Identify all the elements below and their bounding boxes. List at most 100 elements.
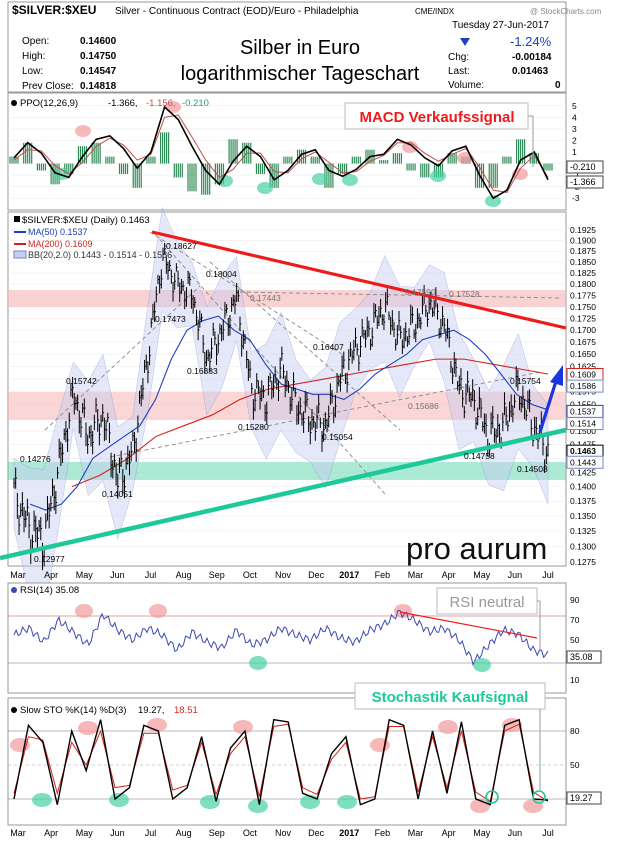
macd-annotation: MACD Verkaufssignal bbox=[359, 109, 514, 126]
price-label: 0.17443 bbox=[250, 293, 281, 303]
last-value: 0.01463 bbox=[512, 66, 549, 77]
sto-legend-name: Slow STO %K(14) %D(3) bbox=[20, 705, 126, 716]
price-label: 0.17473 bbox=[155, 314, 186, 324]
chart-title-line1: Silber in Euro bbox=[240, 37, 360, 59]
ma200-line bbox=[71, 358, 549, 488]
price-tick-label: 0.1825 bbox=[570, 268, 596, 278]
ppo-highlight-marker bbox=[312, 173, 328, 185]
rsi-line bbox=[13, 610, 549, 667]
x-tick-label: Jul bbox=[145, 828, 157, 838]
x-tick-label: Jul bbox=[145, 570, 157, 580]
symbol: $SILVER:$XEU bbox=[12, 3, 96, 17]
price-tick-label: 0.1550 bbox=[570, 400, 596, 410]
price-tick-label: 0.1800 bbox=[570, 279, 596, 289]
x-tick-label: May bbox=[473, 828, 491, 838]
sto-d-line bbox=[13, 723, 549, 803]
rsi-annotation: RSI neutral bbox=[449, 594, 524, 611]
ma50-legend: MA(50) 0.1537 bbox=[28, 227, 88, 237]
ppo-highlight-marker bbox=[402, 141, 418, 153]
volume-label: Volume: bbox=[448, 80, 484, 91]
x-tick-label: Jul bbox=[542, 828, 554, 838]
price-label: 0.14051 bbox=[102, 489, 133, 499]
x-tick-label: Feb bbox=[375, 570, 391, 580]
ppo-legend-v1: -1.366, bbox=[108, 98, 138, 109]
price-tag-text: 0.1443 bbox=[570, 457, 596, 467]
ppo-legend-dot bbox=[11, 100, 17, 106]
sto-buy-circle-1 bbox=[485, 790, 499, 804]
low-value: 0.14547 bbox=[80, 66, 117, 77]
price-tag bbox=[566, 379, 604, 393]
price-label: 0.14276 bbox=[20, 454, 51, 464]
rsi-highlight-marker bbox=[149, 604, 167, 618]
sto-k-line bbox=[13, 718, 549, 806]
price-label: 0.17528 bbox=[449, 289, 480, 299]
ppo-tag-1 bbox=[566, 160, 604, 174]
price-label: 0.16407 bbox=[313, 342, 344, 352]
red-trendline bbox=[151, 230, 567, 330]
ppo-highlight-marker bbox=[257, 182, 273, 194]
bb-legend: BB(20,2.0) 0.1443 - 0.1514 - 0.1586 bbox=[28, 250, 172, 260]
chg-value: -0.00184 bbox=[512, 52, 552, 63]
blue-arrow-icon bbox=[550, 365, 563, 386]
x-tick-label: Apr bbox=[442, 828, 456, 838]
bollinger-band-area bbox=[13, 206, 549, 619]
ppo-tick-label: 2 bbox=[572, 135, 577, 145]
price-tag-text: 0.1537 bbox=[570, 406, 596, 416]
rsi-tick-label: 70 bbox=[570, 615, 580, 625]
price-label: 0.15742 bbox=[66, 376, 97, 386]
price-panel: 0.19250.19000.18750.18500.18250.18000.17… bbox=[0, 206, 604, 619]
x-tick-label: 2017 bbox=[339, 570, 359, 580]
ppo-tick-label: -1 bbox=[572, 170, 580, 180]
sto-legend-dot bbox=[11, 707, 17, 713]
sto-tag-text: 19.27 bbox=[570, 793, 593, 803]
ppo-tag-2 bbox=[566, 175, 604, 189]
sto-annotation: Stochastik Kaufsignal bbox=[372, 689, 529, 706]
sto-tag bbox=[566, 791, 602, 805]
price-label: 0.18004 bbox=[206, 269, 237, 279]
volume-value: 0 bbox=[555, 80, 561, 91]
price-tag bbox=[566, 455, 604, 469]
support-zone bbox=[8, 462, 566, 480]
x-tick-label: Jul bbox=[542, 570, 554, 580]
ppo-highlight-marker bbox=[75, 125, 91, 137]
green-trendline bbox=[0, 427, 567, 561]
price-tick-label: 0.1375 bbox=[570, 496, 596, 506]
price-tick-label: 0.1725 bbox=[570, 313, 596, 323]
ppo-panel: 543210-1-2-3 PPO(12,26,9) -1.366, -1.156… bbox=[7, 92, 604, 211]
x-tick-label: Apr bbox=[44, 828, 58, 838]
rsi-highlight-marker bbox=[75, 604, 93, 618]
x-tick-label: 2017 bbox=[339, 828, 359, 838]
x-tick-label: Oct bbox=[243, 570, 258, 580]
price-tick-label: 0.1650 bbox=[570, 349, 596, 359]
ppo-tick-label: 4 bbox=[572, 112, 577, 122]
ppo-tag-2-text: -1.366 bbox=[570, 177, 596, 187]
last-label: Last: bbox=[448, 66, 470, 77]
price-legend-swatch bbox=[14, 216, 20, 222]
header: $SILVER:$XEU Silver - Continuous Contrac… bbox=[7, 1, 602, 93]
x-tick-label: Oct bbox=[243, 828, 258, 838]
price-label: 0.16383 bbox=[187, 366, 218, 376]
rsi-legend-dot bbox=[11, 587, 17, 593]
price-tick-label: 0.1625 bbox=[570, 362, 596, 372]
sto-highlight-marker bbox=[523, 799, 543, 813]
price-labels: 0.18627 0.18004 0.17443 0.17473 0.16383 … bbox=[20, 241, 548, 564]
x-tick-label: Jun bbox=[110, 570, 125, 580]
ppo-legend-v3: -0.210 bbox=[182, 98, 209, 109]
open-value: 0.14600 bbox=[80, 36, 117, 47]
sto-highlight-marker bbox=[502, 718, 522, 732]
prev-close-value: 0.14818 bbox=[80, 81, 117, 92]
price-label: 0.14758 bbox=[464, 451, 495, 461]
ppo-tick-label: -3 bbox=[572, 193, 580, 203]
price-label: 0.15686 bbox=[408, 401, 439, 411]
x-tick-label: Sep bbox=[209, 570, 225, 580]
resistance-zone bbox=[8, 290, 566, 307]
price-tick-label: 0.1425 bbox=[570, 467, 596, 477]
x-tick-label: Mar bbox=[10, 828, 26, 838]
price-tick-label: 0.1500 bbox=[570, 426, 596, 436]
x-tick-label: Jun bbox=[508, 828, 523, 838]
price-tick-label: 0.1775 bbox=[570, 290, 596, 300]
x-tick-label: May bbox=[76, 570, 94, 580]
x-tick-label: Feb bbox=[375, 828, 391, 838]
x-axis-bottom: Mar Apr May Jun Jul Aug Sep Oct Nov Dec 2017 Feb Mar… bbox=[10, 828, 554, 838]
